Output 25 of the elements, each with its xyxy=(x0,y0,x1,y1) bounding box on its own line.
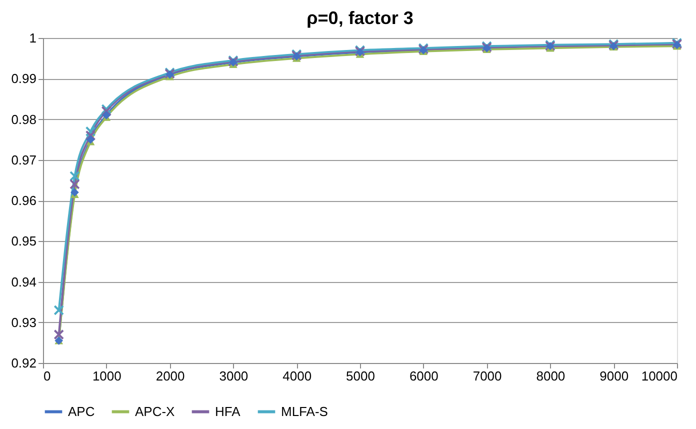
x-tick-label: 2000 xyxy=(156,368,185,384)
x-tick-label: 7000 xyxy=(472,368,502,384)
x-tick-label: 8000 xyxy=(536,368,566,384)
x-tick-label: 9000 xyxy=(600,368,629,384)
y-tick-label: 0.92 xyxy=(11,356,36,370)
x-tick-label: 5000 xyxy=(346,368,375,384)
y-tick-label: 1 xyxy=(29,30,36,46)
y-tick-label: 0.99 xyxy=(11,71,36,86)
x-tick-label: 10000 xyxy=(641,368,678,384)
y-tick-label: 0.97 xyxy=(11,152,36,168)
y-tick-label: 0.96 xyxy=(11,193,36,208)
y-tick-label: 0.94 xyxy=(11,274,36,290)
legend-label: MLFA-S xyxy=(281,404,328,419)
chart-title: ρ=0, factor 3 xyxy=(306,8,414,28)
y-tick-label: 0.98 xyxy=(11,112,36,127)
x-tick-label: 3000 xyxy=(219,368,248,384)
legend-label: APC-X xyxy=(135,404,176,419)
x-tick-label: 4000 xyxy=(282,368,312,384)
x-tick-label: 1000 xyxy=(92,368,122,384)
x-tick-label: 0 xyxy=(44,368,51,384)
legend-label: HFA xyxy=(215,404,241,419)
x-tick-label: 6000 xyxy=(409,368,438,384)
y-tick-label: 0.93 xyxy=(11,314,36,330)
legend-label: APC xyxy=(68,404,95,419)
y-tick-label: 0.95 xyxy=(11,234,36,249)
